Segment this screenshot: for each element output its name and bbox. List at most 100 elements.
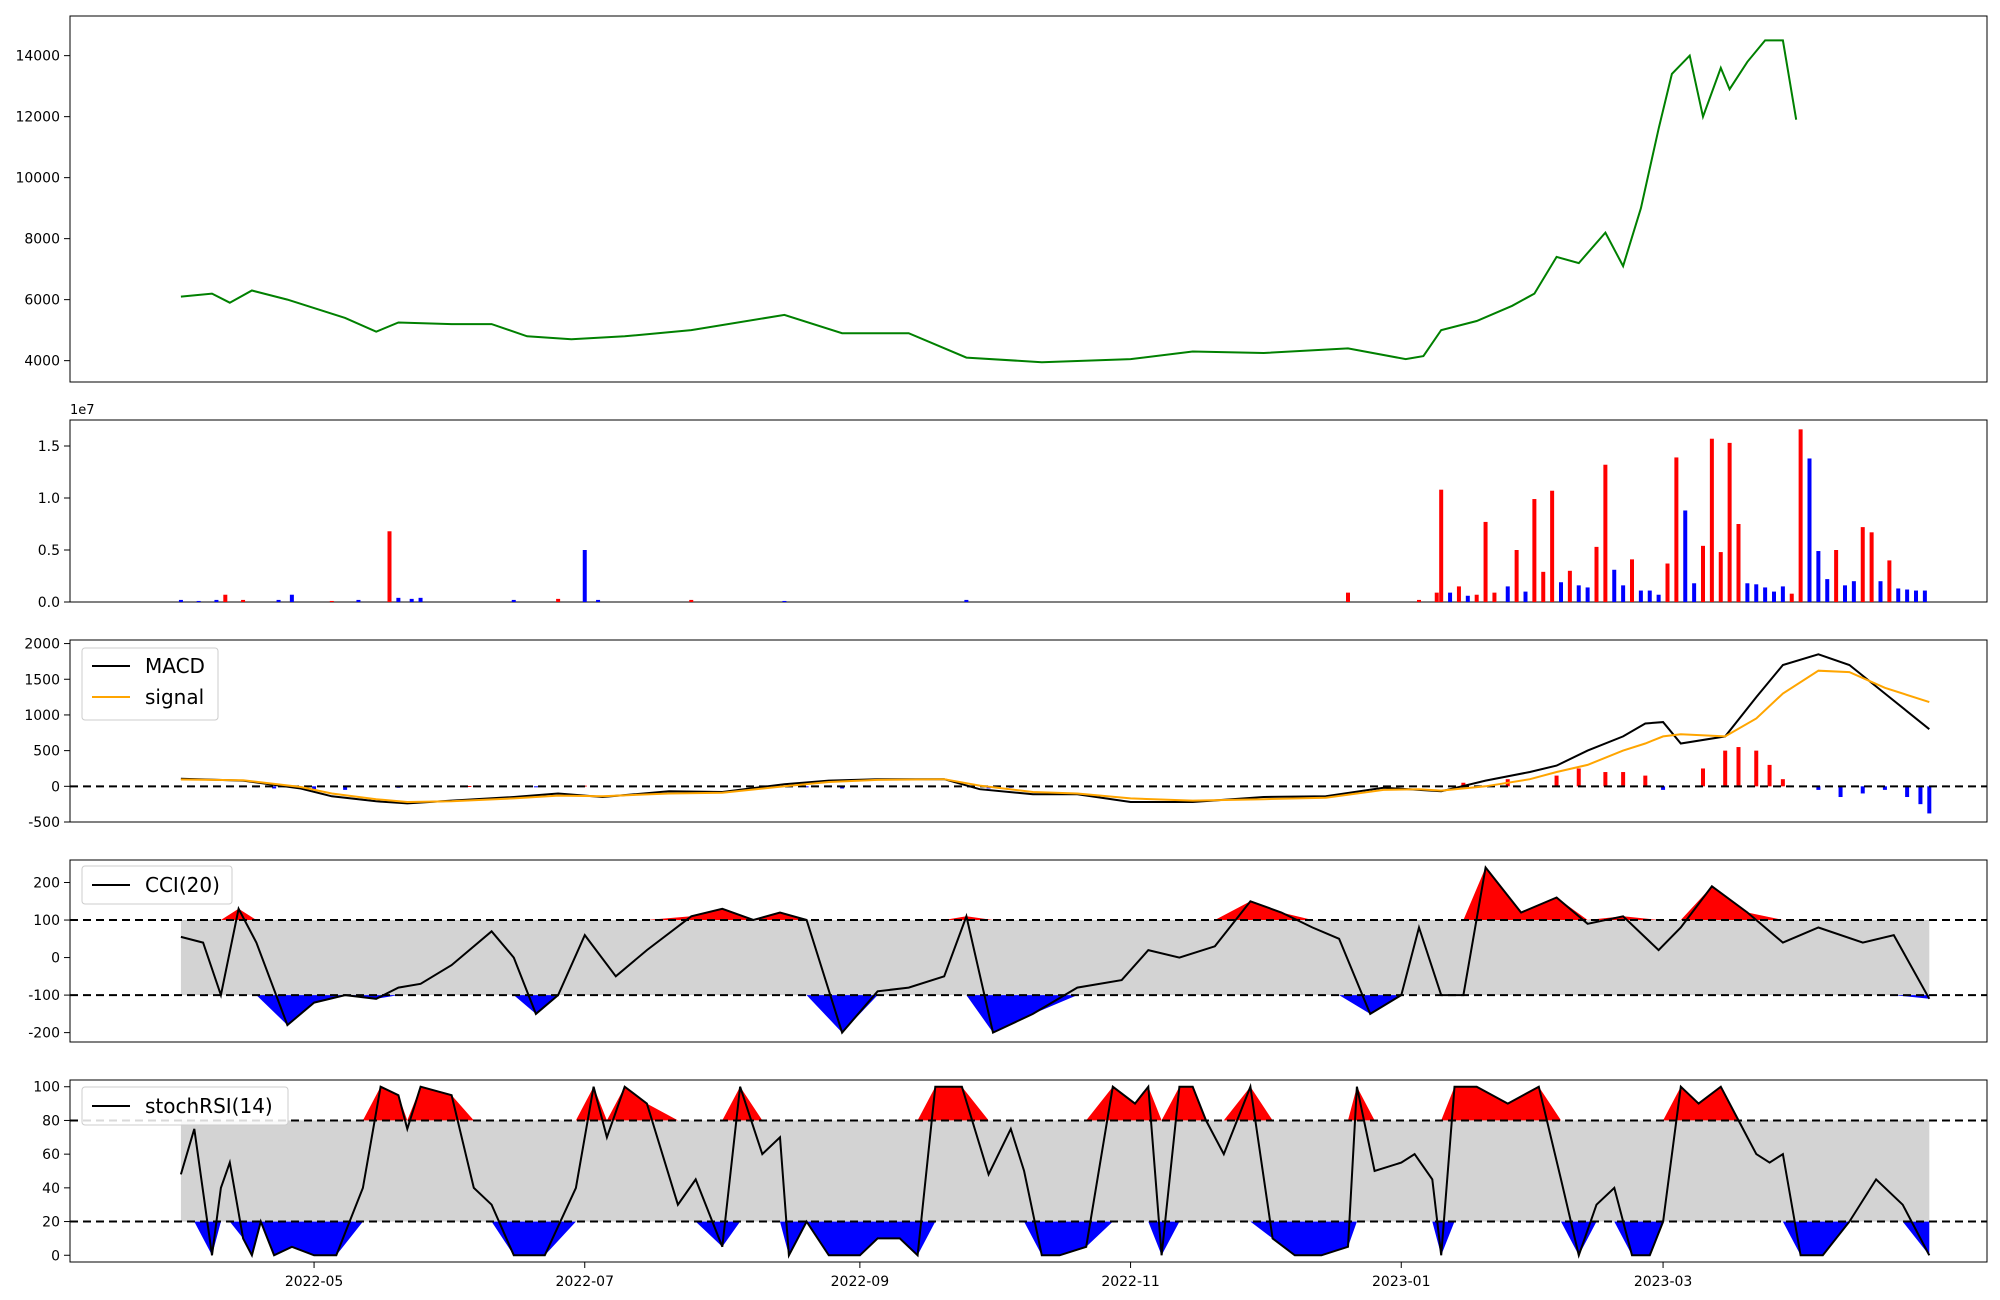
macd-histogram-bar	[1603, 772, 1608, 787]
x-tick-label: 2022-05	[285, 1274, 344, 1290]
price-line	[180, 39, 1798, 364]
price-ytick-label: 14000	[15, 49, 60, 65]
stochrsi-ytick-label: 100	[33, 1080, 60, 1096]
cci-overbought-fill	[180, 867, 1930, 920]
stochrsi-neutral-band	[180, 1120, 1930, 1222]
volume-bar	[1492, 592, 1497, 602]
volume-bar	[1434, 592, 1439, 602]
x-tick-label: 2022-09	[831, 1274, 890, 1290]
x-tick-label: 2023-01	[1372, 1274, 1431, 1290]
macd-histogram-bar	[1918, 786, 1923, 805]
volume-bar	[1456, 586, 1461, 602]
volume-bar	[1692, 583, 1697, 602]
x-tick-label: 2022-07	[556, 1274, 615, 1290]
volume-bar	[511, 599, 516, 602]
price-frame	[69, 15, 1988, 383]
macd-histogram-bar	[1905, 786, 1910, 798]
macd-legend: MACD signal	[81, 647, 219, 721]
volume-bar	[596, 599, 601, 602]
volume-bar	[1843, 585, 1847, 602]
macd-frame	[69, 639, 1988, 823]
macd-histogram-bar	[1780, 779, 1785, 787]
volume-bar	[964, 599, 969, 602]
volume-bar	[241, 599, 246, 602]
macd-legend-label: MACD	[145, 654, 205, 678]
volume-bar	[1807, 458, 1812, 602]
cci-panel: -200 -100 0 100 200 CCI(20)	[28, 859, 1988, 1043]
volume-bar	[1789, 593, 1794, 602]
volume-bar	[556, 598, 561, 602]
volume-bar	[1763, 587, 1768, 602]
macd-histogram-bar	[343, 786, 348, 790]
price-ytick-label: 4000	[24, 354, 60, 370]
macd-histogram-bar	[312, 786, 317, 790]
stochrsi-line	[179, 1082, 1931, 1259]
volume-bar	[418, 597, 423, 602]
macd-ytick-label: 1000	[24, 708, 60, 724]
stochrsi-panel: 0 20 40 60 80 100 stochRSI(14)	[33, 1079, 1988, 1264]
volume-bar	[1550, 490, 1555, 602]
cci-oversold-fill	[180, 995, 1930, 1033]
volume-bar	[1612, 569, 1617, 602]
volume-bar	[1465, 595, 1470, 602]
cci-ytick-label: 200	[33, 876, 60, 892]
volume-bar	[1798, 429, 1803, 602]
x-tick-label: 2022-11	[1101, 1274, 1160, 1290]
volume-bar	[1754, 584, 1759, 602]
price-ytick-label: 12000	[15, 110, 60, 126]
macd-ytick-label: 1500	[24, 672, 60, 688]
macd-histogram-bar	[804, 786, 809, 788]
volume-ytick-label: 1.0	[38, 491, 60, 507]
volume-ytick-label: 0.0	[38, 595, 60, 611]
volume-bar	[1860, 527, 1865, 602]
macd-histogram-bar	[272, 786, 277, 789]
cci-ytick-label: -200	[28, 1026, 60, 1042]
macd-histogram-bar	[1701, 768, 1705, 787]
cci-legend: CCI(20)	[81, 865, 233, 905]
x-tick-label: 2023-03	[1634, 1274, 1693, 1290]
volume-bar	[289, 594, 294, 602]
macd-histogram-bar	[1723, 750, 1728, 787]
macd-line	[180, 653, 1930, 805]
macd-histogram-bar	[1661, 786, 1666, 790]
volume-bar	[1922, 590, 1927, 602]
cci-ytick-label: 0	[51, 951, 60, 967]
volume-bar	[1709, 438, 1714, 602]
volume-bar	[782, 600, 787, 602]
macd-ytick-label: 2000	[24, 637, 60, 653]
volume-bar	[356, 599, 361, 602]
volume-bar	[1630, 559, 1634, 602]
cci-legend-label: CCI(20)	[145, 873, 220, 897]
volume-bar	[1647, 590, 1652, 602]
volume-bar	[1621, 585, 1626, 602]
volume-bar	[1736, 524, 1741, 602]
cci-legend-box	[81, 865, 233, 905]
volume-bar	[582, 550, 587, 602]
signal-legend-label: signal	[145, 685, 204, 709]
macd-histogram-bar	[1816, 786, 1821, 790]
cci-ytick-label: -100	[28, 988, 60, 1004]
volume-bar	[1541, 571, 1546, 602]
volume-bar	[1896, 588, 1901, 602]
stochrsi-legend-label: stochRSI(14)	[145, 1094, 273, 1118]
macd-histogram-bar	[1554, 775, 1559, 787]
stochrsi-frame	[69, 1079, 1988, 1263]
volume-ytick-label: 0.5	[38, 543, 60, 559]
price-ytick-label: 8000	[24, 232, 60, 248]
volume-bar	[1483, 521, 1488, 602]
volume-bar	[1745, 583, 1750, 602]
macd-histogram-bar	[1767, 764, 1772, 787]
volume-bar	[1727, 442, 1732, 602]
macd-histogram-bar	[1860, 786, 1865, 794]
macd-ytick-label: -500	[28, 815, 60, 831]
volume-bar	[1439, 489, 1444, 602]
stochrsi-legend-box	[81, 1086, 289, 1126]
signal-line	[180, 669, 1930, 804]
volume-bar	[1567, 570, 1572, 602]
volume-bar	[387, 531, 392, 602]
volume-bar	[1559, 582, 1563, 602]
macd-histogram-bar	[1643, 775, 1648, 787]
volume-bar	[1585, 587, 1590, 602]
macd-histogram-bar	[1882, 786, 1887, 790]
